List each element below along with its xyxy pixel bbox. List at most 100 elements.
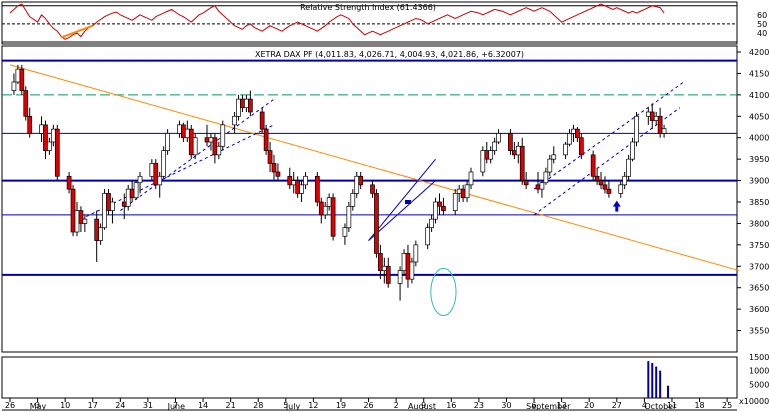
candle-body-114 — [634, 115, 639, 143]
x-tick-label-0: 26 — [5, 401, 15, 410]
candle-body-35 — [204, 137, 210, 143]
volume-tick-label-15000: 15000 — [749, 353, 770, 362]
candle-body-49 — [275, 171, 281, 177]
x-tick-label-18: 30 — [501, 401, 511, 410]
x-month-label-july: July — [285, 402, 301, 411]
candle-body-40 — [232, 115, 237, 126]
trendline-6 — [533, 81, 685, 190]
candle-body-39 — [220, 124, 226, 147]
candle-body-20 — [121, 201, 127, 207]
candle-body-89 — [496, 133, 501, 143]
candle-body-63 — [354, 175, 360, 194]
candle-body-5 — [39, 124, 44, 134]
trendline-5 — [533, 107, 681, 216]
candle-body-118 — [657, 115, 663, 134]
candle-body-79 — [441, 205, 446, 211]
candle-body-90 — [508, 133, 513, 151]
candle-body-77 — [433, 201, 438, 220]
candle-body-101 — [567, 133, 572, 145]
candle-body-16 — [98, 227, 103, 241]
x-tick-label-24: 11 — [667, 401, 677, 410]
candle-body-41 — [236, 98, 241, 117]
candle-body-33 — [188, 128, 194, 156]
candle-body-66 — [374, 193, 379, 254]
candle-body-15 — [94, 218, 100, 241]
candle-body-18 — [106, 193, 111, 211]
candle-body-14 — [82, 218, 88, 224]
x-tick-label-4: 24 — [115, 401, 125, 410]
x-tick-label-12: 19 — [336, 401, 346, 410]
candle-body-91 — [511, 150, 517, 156]
candle-body-113 — [630, 141, 635, 160]
price-tick-label-4100: 4100 — [749, 91, 769, 100]
candle-body-109 — [606, 188, 612, 194]
x-tick-label-8: 21 — [226, 401, 236, 410]
candle-body-104 — [578, 137, 584, 156]
candle-body-88 — [492, 141, 497, 151]
candle-body-112 — [626, 158, 631, 177]
x-month-label-june: June — [167, 402, 186, 411]
candle-body-47 — [267, 150, 273, 164]
candle-body-2 — [19, 68, 25, 91]
candle-body-44 — [248, 98, 253, 113]
candle-body-84 — [468, 171, 474, 186]
rsi-tick-label-40: 40 — [757, 29, 767, 38]
candle-body-83 — [464, 184, 470, 199]
candle-body-92 — [515, 145, 521, 156]
candle-body-73 — [409, 261, 415, 280]
rsi-tick-label-60: 60 — [757, 11, 767, 20]
candle-body-102 — [571, 128, 576, 134]
candle-body-76 — [429, 218, 434, 229]
x-tick-label-14: 2 — [394, 401, 399, 410]
candle-body-85 — [480, 150, 486, 173]
candle-body-87 — [488, 150, 494, 160]
candle-body-27 — [157, 175, 163, 186]
marker-tick — [404, 200, 411, 204]
candle-body-97 — [543, 171, 549, 184]
candle-body-25 — [149, 163, 155, 177]
candle-body-24 — [137, 175, 143, 184]
x-tick-label-7: 14 — [198, 401, 208, 410]
x-month-label-august: August — [408, 402, 436, 411]
volume-panel-frame — [1, 356, 738, 399]
candle-body-98 — [547, 158, 553, 173]
candle-body-111 — [622, 175, 628, 186]
x-tick-label-6: 7 — [173, 401, 178, 410]
candle-body-22 — [129, 188, 135, 199]
candle-body-60 — [342, 227, 348, 237]
price-tick-label-3650: 3650 — [749, 284, 769, 293]
candle-body-95 — [535, 184, 541, 190]
candle-body-6 — [43, 124, 48, 151]
trendline-2 — [120, 98, 275, 211]
candle-body-36 — [208, 137, 214, 143]
candle-body-78 — [437, 201, 442, 207]
candle-body-80 — [452, 193, 458, 211]
candle-body-38 — [216, 145, 222, 156]
trendline-3 — [368, 180, 436, 241]
x-tick-label-20: 13 — [557, 401, 567, 410]
x-month-label-october: October — [644, 402, 677, 411]
candle-body-93 — [519, 145, 525, 181]
price-tick-label-4200: 4200 — [749, 48, 769, 57]
volume-tick-label-5000: 5000 — [749, 380, 769, 389]
candle-body-23 — [133, 182, 139, 199]
candle-body-69 — [385, 265, 391, 284]
candle-body-61 — [346, 205, 352, 229]
candle-body-19 — [110, 201, 115, 211]
candle-body-55 — [314, 175, 320, 203]
candle-body-9 — [54, 128, 60, 177]
candle-body-10 — [66, 175, 72, 190]
price-tick-label-3900: 3900 — [749, 177, 769, 186]
candle-body-34 — [192, 137, 198, 156]
x-tick-label-26: 25 — [722, 401, 732, 410]
price-tick-label-4000: 4000 — [749, 134, 769, 143]
candle-body-37 — [212, 137, 218, 156]
x-tick-label-19: 6 — [532, 401, 537, 410]
candle-body-71 — [401, 253, 407, 271]
candle-body-52 — [295, 180, 300, 194]
x-tick-label-11: 12 — [308, 401, 318, 410]
candle-body-7 — [47, 141, 52, 151]
candle-body-58 — [326, 197, 332, 207]
candle-body-67 — [378, 253, 383, 271]
